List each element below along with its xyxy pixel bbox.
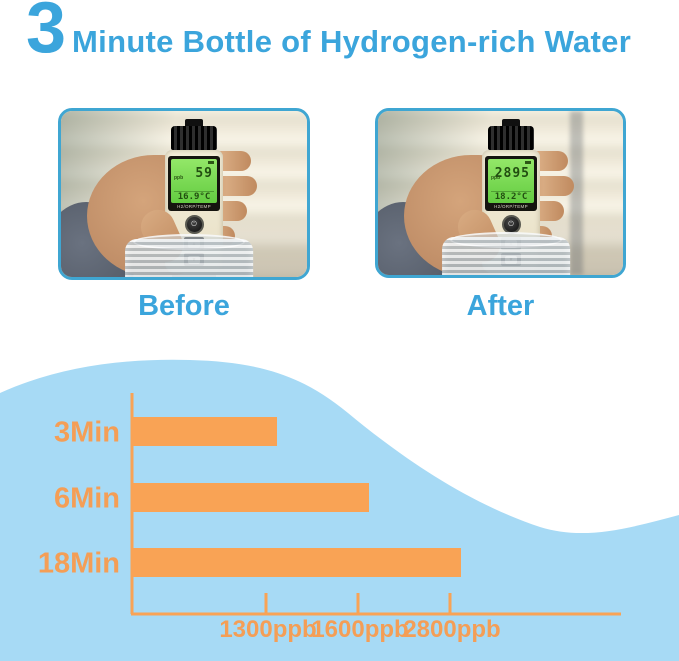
- x-tick-label-1300: 1300ppb: [219, 616, 316, 643]
- meter-panel-label: H2/ORP/TEMP: [177, 204, 211, 209]
- photo-after-scene: 2895 ppb 18.2°C H2/ORP/TEMP ⏻ ▲ ▼: [378, 111, 623, 275]
- lcd-main-reading: 2895: [494, 166, 530, 181]
- power-button: ⏻: [501, 215, 521, 234]
- meter-probe: [489, 275, 533, 278]
- battery-icon: [525, 161, 531, 164]
- meter-panel-label: H2/ORP/TEMP: [494, 204, 528, 209]
- category-label-3min: 3Min: [54, 417, 120, 449]
- lcd-temp-unit: °C: [199, 192, 211, 202]
- glass-bottle: [125, 234, 254, 277]
- lcd-temp-value: 16.9: [177, 192, 200, 202]
- power-icon: ⏻: [508, 221, 514, 228]
- photo-after: 2895 ppb 18.2°C H2/ORP/TEMP ⏻ ▲ ▼: [375, 108, 626, 278]
- caption-after: After: [466, 290, 535, 322]
- lcd-display: 59 ppb 16.9°C: [171, 159, 217, 203]
- lcd-unit-label: ppb: [491, 175, 501, 181]
- lcd-display: 2895 ppb 18.2°C: [488, 159, 534, 203]
- background-pole: [570, 111, 583, 275]
- chart-svg: 3Min 1300ppb 6Min 1600ppb 18Min 2800ppb: [0, 359, 679, 661]
- meter-cap-knob: [502, 119, 520, 126]
- power-button: ⏻: [184, 215, 204, 234]
- x-tick-label-1600: 1600ppb: [311, 616, 408, 643]
- bar-6min: [133, 483, 369, 512]
- bar-18min: [133, 548, 461, 577]
- photo-before-scene: 59 ppb 16.9°C H2/ORP/TEMP ⏻ ▲ ▼: [61, 111, 307, 277]
- meter-cap-knob: [185, 119, 203, 126]
- lcd-temp-value: 18.2: [494, 192, 517, 202]
- x-tick-label-2800: 2800ppb: [403, 616, 500, 643]
- lcd-temp-unit: °C: [516, 192, 528, 202]
- glass-bottle: [441, 232, 570, 275]
- category-label-18min: 18Min: [38, 548, 120, 580]
- lcd-main-reading: 59: [195, 166, 213, 181]
- title-big-digit: 3: [26, 0, 66, 68]
- bar-3min: [133, 417, 277, 446]
- battery-icon: [208, 161, 214, 164]
- bar-chart: 3Min 1300ppb 6Min 1600ppb 18Min 2800ppb: [38, 393, 621, 643]
- lcd-temperature: 16.9°C: [174, 191, 214, 202]
- photo-before: 59 ppb 16.9°C H2/ORP/TEMP ⏻ ▲ ▼: [58, 108, 310, 280]
- page-title: 3 Minute Bottle of Hydrogen-rich Water: [26, 0, 631, 64]
- lcd-temperature: 18.2°C: [491, 191, 531, 202]
- meter-cap: [171, 126, 217, 150]
- meter-cap: [488, 126, 534, 150]
- bottle-ridges: [441, 237, 570, 275]
- category-label-6min: 6Min: [54, 483, 120, 515]
- lcd-bezel: 59 ppb 16.9°C H2/ORP/TEMP: [168, 156, 220, 211]
- lcd-unit-label: ppb: [174, 175, 184, 181]
- bottle-ridges: [125, 239, 254, 277]
- chart-section: 3Min 1300ppb 6Min 1600ppb 18Min 2800ppb: [0, 350, 679, 661]
- caption-before: Before: [138, 290, 230, 322]
- power-icon: ⏻: [191, 221, 197, 228]
- title-text: Minute Bottle of Hydrogen-rich Water: [72, 24, 632, 59]
- lcd-bezel: 2895 ppb 18.2°C H2/ORP/TEMP: [485, 156, 537, 211]
